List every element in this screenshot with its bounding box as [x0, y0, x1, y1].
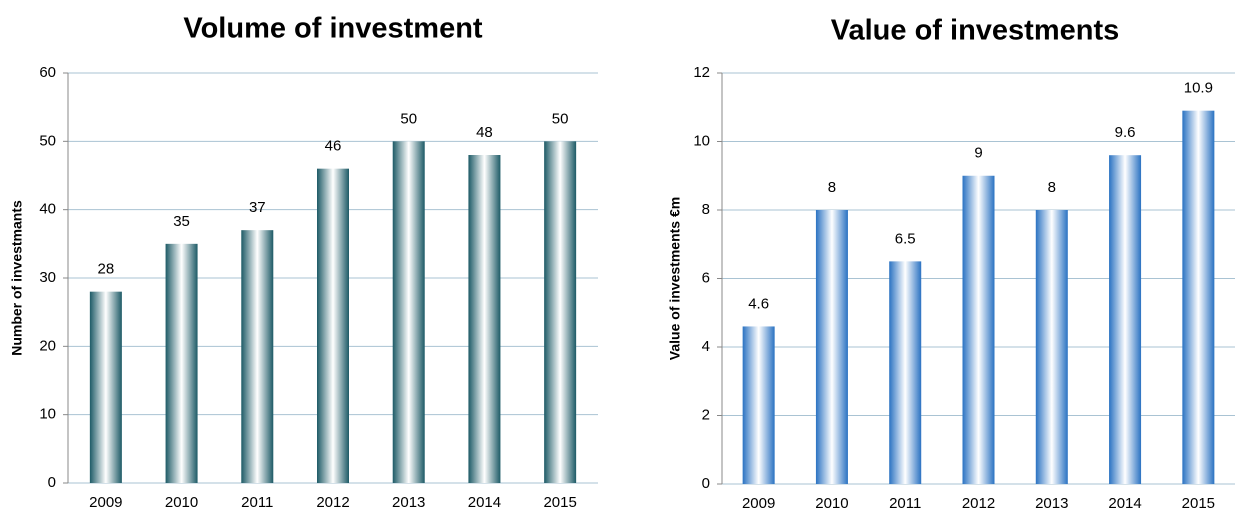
data-label: 4.6: [748, 295, 769, 312]
x-tick-label: 2015: [1182, 495, 1215, 512]
data-label: 50: [400, 110, 417, 127]
bar: [317, 168, 349, 483]
y-tick-label: 20: [39, 337, 56, 354]
y-tick-label: 30: [39, 269, 56, 286]
x-tick-label: 2011: [889, 495, 921, 512]
y-tick-label: 50: [39, 132, 56, 149]
x-tick-label: 2014: [468, 494, 501, 511]
data-label: 50: [552, 110, 569, 127]
data-label: 28: [98, 261, 115, 278]
x-tick-label: 2009: [742, 495, 775, 512]
x-tick-label: 2009: [89, 494, 122, 511]
bar: [165, 243, 198, 483]
x-tick-label: 2013: [392, 494, 425, 511]
y-axis-label: Value of investments €m: [667, 197, 683, 360]
bar: [241, 230, 274, 483]
data-label: 37: [249, 199, 266, 216]
bar: [815, 210, 848, 484]
bar: [1182, 110, 1215, 485]
y-tick-label: 60: [39, 64, 56, 81]
y-tick-label: 0: [48, 474, 56, 491]
y-axis-label: Number of investmants: [9, 200, 25, 356]
chart-title: Value of investments: [831, 15, 1120, 47]
y-tick-label: 10: [39, 406, 56, 423]
y-tick-label: 6: [702, 269, 710, 286]
bar: [1035, 210, 1068, 484]
data-label: 9: [974, 145, 982, 162]
y-tick-label: 8: [702, 201, 710, 218]
bar: [962, 175, 995, 484]
bar: [392, 141, 425, 484]
data-label: 10.9: [1184, 80, 1213, 97]
x-tick-label: 2014: [1108, 495, 1141, 512]
y-tick-label: 10: [693, 132, 710, 149]
x-tick-label: 2015: [543, 494, 576, 511]
bar: [468, 155, 501, 483]
bar: [889, 261, 922, 484]
y-tick-label: 40: [39, 201, 56, 218]
data-label: 8: [1048, 179, 1056, 196]
x-tick-label: 2012: [316, 494, 349, 511]
y-tick-label: 2: [702, 406, 710, 423]
x-tick-label: 2010: [165, 494, 198, 511]
y-tick-label: 4: [702, 338, 710, 355]
x-tick-label: 2012: [962, 495, 995, 512]
data-label: 46: [325, 138, 342, 155]
data-label: 9.6: [1115, 124, 1136, 141]
data-label: 6.5: [895, 230, 916, 247]
x-tick-label: 2013: [1035, 495, 1068, 512]
x-tick-label: 2011: [241, 494, 273, 511]
y-tick-label: 0: [702, 475, 710, 492]
bar: [1109, 155, 1142, 484]
data-label: 48: [476, 124, 493, 141]
chart-title: Volume of investment: [183, 13, 483, 45]
bar: [544, 141, 577, 484]
data-label: 35: [173, 213, 190, 230]
bar: [742, 326, 775, 484]
y-tick-label: 12: [693, 64, 710, 81]
bar: [89, 291, 122, 483]
data-label: 8: [828, 179, 836, 196]
x-tick-label: 2010: [815, 495, 848, 512]
